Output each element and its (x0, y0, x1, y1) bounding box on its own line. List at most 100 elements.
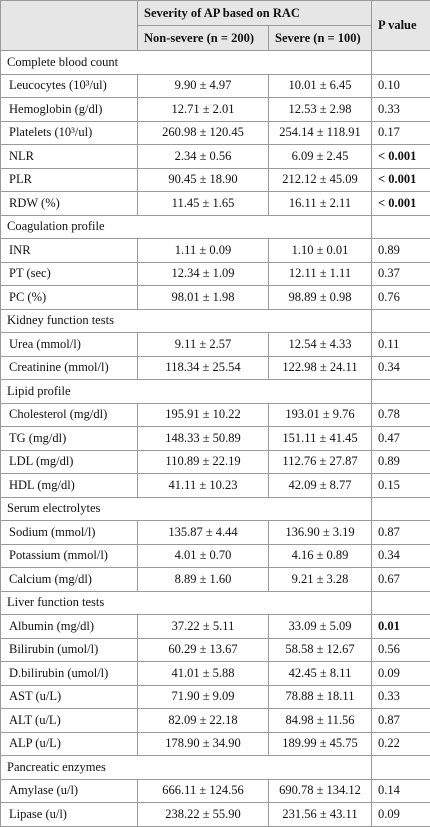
row-label: Amylase (u/l) (0, 778, 138, 803)
non-severe-value: 9.11 ± 2.57 (137, 332, 269, 357)
p-value: 0.09 (371, 661, 430, 686)
non-severe-value: 178.90 ± 34.90 (137, 731, 269, 756)
data-row: NLR 2.34 ± 0.56 6.09 ± 2.45 < 0.001 (0, 144, 430, 169)
severe-value: 193.01 ± 9.76 (268, 402, 372, 427)
severe-value: 136.90 ± 3.19 (268, 520, 372, 545)
section-title: Pancreatic enzymes (0, 755, 372, 780)
p-value: < 0.001 (371, 167, 430, 192)
severe-value: 12.53 ± 2.98 (268, 97, 372, 122)
non-severe-value: 135.87 ± 4.44 (137, 520, 269, 545)
row-label: D.bilirubin (umol/l) (0, 661, 138, 686)
section-row: Serum electrolytes (0, 496, 430, 521)
section-row: Kidney function tests (0, 308, 430, 333)
p-value: 0.89 (371, 449, 430, 474)
data-row: D.bilirubin (umol/l) 41.01 ± 5.88 42.45 ± … (0, 661, 430, 686)
empty-cell (371, 496, 430, 521)
row-label: TG (mg/dl) (0, 426, 138, 451)
row-label: Platelets (10³/ul) (0, 120, 138, 145)
empty-cell (371, 755, 430, 780)
p-value: 0.78 (371, 402, 430, 427)
row-label: Calcium (mg/dl) (0, 567, 138, 592)
severe-value: 58.58 ± 12.67 (268, 637, 372, 662)
severe-value: 98.89 ± 0.98 (268, 285, 372, 310)
data-row: TG (mg/dl) 148.33 ± 50.89 151.11 ± 41.45 0.… (0, 426, 430, 451)
p-value: 0.15 (371, 473, 430, 498)
non-severe-value: 90.45 ± 18.90 (137, 167, 269, 192)
section-title: Serum electrolytes (0, 496, 372, 521)
data-row: Amylase (u/l) 666.11 ± 124.56 690.78 ± 134… (0, 778, 430, 803)
data-row: Urea (mmol/l) 9.11 ± 2.57 12.54 ± 4.33 0.11 (0, 332, 430, 357)
table-body: Complete blood count Leucocytes (10³/ul) 9… (0, 50, 430, 827)
data-row: LDL (mg/dl) 110.89 ± 22.19 112.76 ± 27.87 0… (0, 449, 430, 474)
severe-value: 189.99 ± 45.75 (268, 731, 372, 756)
severe-value: 78.88 ± 18.11 (268, 684, 372, 709)
p-value: 0.17 (371, 120, 430, 145)
section-row: Lipid profile (0, 379, 430, 404)
non-severe-value: 60.29 ± 13.67 (137, 637, 269, 662)
section-title: Complete blood count (0, 50, 372, 75)
p-value: 0.56 (371, 637, 430, 662)
row-label: Potassium (mmol/l) (0, 543, 138, 568)
data-row: Creatinine (mmol/l) 118.34 ± 25.54 122.98 … (0, 355, 430, 380)
section-title: Lipid profile (0, 379, 372, 404)
data-row: Platelets (10³/ul) 260.98 ± 120.45 254.14 … (0, 120, 430, 145)
row-label: Bilirubin (umol/l) (0, 637, 138, 662)
p-value: 0.14 (371, 778, 430, 803)
data-row: ALT (u/L) 82.09 ± 22.18 84.98 ± 11.56 0.87 (0, 708, 430, 733)
p-value: 0.47 (371, 426, 430, 451)
p-value: 0.10 (371, 73, 430, 98)
p-value: 0.37 (371, 261, 430, 286)
non-severe-value: 82.09 ± 22.18 (137, 708, 269, 733)
empty-cell (371, 308, 430, 333)
p-value: 0.22 (371, 731, 430, 756)
empty-cell (371, 590, 430, 615)
non-severe-value: 148.33 ± 50.89 (137, 426, 269, 451)
non-severe-value: 71.90 ± 9.09 (137, 684, 269, 709)
p-value: 0.01 (371, 614, 430, 639)
section-row: Complete blood count (0, 50, 430, 75)
severe-value: 12.11 ± 1.11 (268, 261, 372, 286)
data-row: PC (%) 98.01 ± 1.98 98.89 ± 0.98 0.76 (0, 285, 430, 310)
severe-value: 212.12 ± 45.09 (268, 167, 372, 192)
data-row: PT (sec) 12.34 ± 1.09 12.11 ± 1.11 0.37 (0, 261, 430, 286)
non-severe-value: 666.11 ± 124.56 (137, 778, 269, 803)
severe-value: 4.16 ± 0.89 (268, 543, 372, 568)
p-value: 0.33 (371, 97, 430, 122)
header-col: Non-severe (n = 200) (137, 25, 269, 51)
data-row: Calcium (mg/dl) 8.89 ± 1.60 9.21 ± 3.28 0.6… (0, 567, 430, 592)
row-label: AST (u/L) (0, 684, 138, 709)
p-value: 0.34 (371, 355, 430, 380)
non-severe-value: 2.34 ± 0.56 (137, 144, 269, 169)
header-empty (0, 0, 138, 51)
data-row: PLR 90.45 ± 18.90 212.12 ± 45.09 < 0.001 (0, 167, 430, 192)
row-label: Creatinine (mmol/l) (0, 355, 138, 380)
non-severe-value: 1.11 ± 0.09 (137, 238, 269, 263)
p-value: 0.11 (371, 332, 430, 357)
row-label: Hemoglobin (g/dl) (0, 97, 138, 122)
severe-value: 112.76 ± 27.87 (268, 449, 372, 474)
non-severe-value: 260.98 ± 120.45 (137, 120, 269, 145)
p-value: 0.89 (371, 238, 430, 263)
data-row: Potassium (mmol/l) 4.01 ± 0.70 4.16 ± 0.89… (0, 543, 430, 568)
row-label: LDL (mg/dl) (0, 449, 138, 474)
severe-value: 6.09 ± 2.45 (268, 144, 372, 169)
header-p: P value (371, 0, 430, 51)
p-value: 0.67 (371, 567, 430, 592)
row-label: PLR (0, 167, 138, 192)
row-label: Cholesterol (mg/dl) (0, 402, 138, 427)
p-value: < 0.001 (371, 144, 430, 169)
row-label: PT (sec) (0, 261, 138, 286)
severe-value: 690.78 ± 134.12 (268, 778, 372, 803)
data-row: Sodium (mmol/l) 135.87 ± 4.44 136.90 ± 3.1… (0, 520, 430, 545)
empty-cell (371, 214, 430, 239)
section-title: Coagulation profile (0, 214, 372, 239)
severe-value: 231.56 ± 43.11 (268, 802, 372, 827)
header-group: Severity of AP based on RAC (137, 0, 372, 26)
p-value: 0.34 (371, 543, 430, 568)
non-severe-value: 12.71 ± 2.01 (137, 97, 269, 122)
header-col: Severe (n = 100) (268, 25, 372, 51)
section-row: Liver function tests (0, 590, 430, 615)
severe-value: 42.09 ± 8.77 (268, 473, 372, 498)
data-row: Hemoglobin (g/dl) 12.71 ± 2.01 12.53 ± 2.9… (0, 97, 430, 122)
